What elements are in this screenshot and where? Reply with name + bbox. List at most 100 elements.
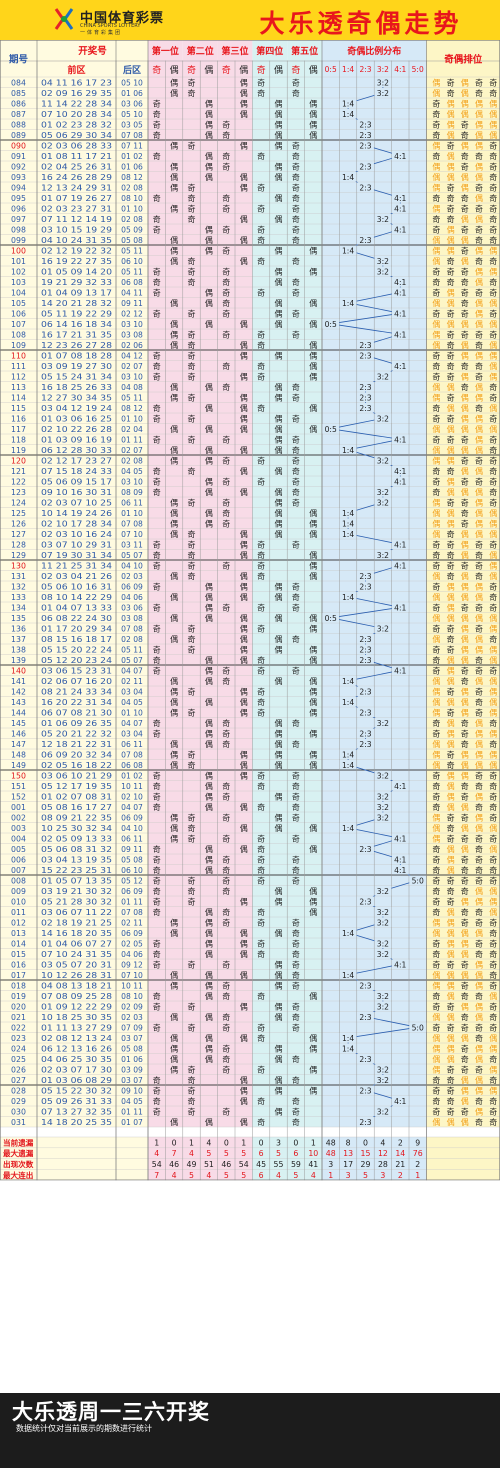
front-numbers-cell: 03 06 10 21 29 bbox=[41, 771, 112, 780]
left-band-bg bbox=[0, 40, 148, 1181]
parity-cell: 偶 bbox=[240, 938, 248, 948]
issue-cell: 006 bbox=[11, 855, 26, 864]
sequence-cell: 偶 bbox=[475, 497, 483, 507]
sequence-cell: 偶 bbox=[447, 791, 455, 801]
parity-cell: 奇 bbox=[153, 896, 161, 906]
sequence-cell: 奇 bbox=[432, 991, 440, 1001]
ratio-label-bg bbox=[357, 707, 374, 718]
sequence-cell: 偶 bbox=[447, 424, 455, 434]
sequence-cell: 偶 bbox=[475, 319, 483, 329]
front-numbers-cell: 16 18 25 26 33 bbox=[41, 383, 112, 392]
sequence-cell: 奇 bbox=[432, 371, 440, 381]
parity-cell: 偶 bbox=[205, 791, 213, 801]
ratio-label-bg bbox=[357, 1085, 374, 1096]
ratio-cell: 2:3 bbox=[359, 1013, 371, 1022]
stat-label: 出现次数 bbox=[3, 1159, 34, 1169]
ratio-label-bg bbox=[357, 654, 374, 665]
ratio-cell: 2:3 bbox=[359, 162, 371, 171]
ratio-cell: 1:4 bbox=[342, 173, 354, 182]
front-numbers-cell: 06 08 22 24 30 bbox=[41, 614, 112, 623]
ratio-cell: 3:2 bbox=[377, 267, 389, 276]
sequence-cell: 偶 bbox=[447, 476, 455, 486]
parity-cell: 奇 bbox=[292, 88, 300, 98]
sequence-cell: 偶 bbox=[461, 844, 469, 854]
parity-cell: 奇 bbox=[153, 938, 161, 948]
sequence-cell: 偶 bbox=[432, 88, 440, 98]
front-numbers-cell: 05 11 19 22 29 bbox=[41, 309, 112, 318]
parity-cell: 奇 bbox=[292, 980, 300, 990]
header-position: 第五位 bbox=[291, 45, 318, 57]
header-position: 第一位 bbox=[152, 45, 179, 57]
sequence-cell: 偶 bbox=[461, 823, 469, 833]
issue-cell: 152 bbox=[11, 792, 26, 801]
parity-cell: 奇 bbox=[257, 539, 265, 549]
parity-cell: 奇 bbox=[188, 760, 196, 770]
front-numbers-cell: 01 11 13 27 29 bbox=[41, 1023, 112, 1032]
ratio-cell: 5:0 bbox=[412, 876, 424, 885]
sequence-cell: 奇 bbox=[432, 875, 440, 885]
parity-cell: 偶 bbox=[170, 508, 178, 518]
sequence-cell: 奇 bbox=[432, 130, 440, 140]
parity-cell: 偶 bbox=[275, 466, 283, 476]
parity-cell: 偶 bbox=[240, 655, 248, 665]
issue-cell: 115 bbox=[11, 404, 26, 413]
stat-value: 6 bbox=[259, 1149, 264, 1158]
stat-value: 21 bbox=[395, 1160, 405, 1169]
stat-value: 5 bbox=[224, 1171, 229, 1180]
parity-cell: 偶 bbox=[205, 1012, 213, 1022]
sequence-cell: 偶 bbox=[475, 487, 483, 497]
parity-cell: 奇 bbox=[292, 602, 300, 612]
parity-cell: 奇 bbox=[222, 329, 230, 339]
sequence-cell: 奇 bbox=[447, 1001, 455, 1011]
sequence-cell: 奇 bbox=[447, 88, 455, 98]
parity-cell: 奇 bbox=[292, 203, 300, 213]
sequence-cell: 奇 bbox=[475, 455, 483, 465]
sequence-cell: 奇 bbox=[447, 707, 455, 717]
sequence-cell: 偶 bbox=[432, 1043, 440, 1053]
sequence-cell: 偶 bbox=[475, 613, 483, 623]
ratio-cell: 3:2 bbox=[377, 414, 389, 423]
parity-cell: 偶 bbox=[240, 214, 248, 224]
stat-value: 59 bbox=[291, 1160, 301, 1169]
parity-cell: 偶 bbox=[170, 161, 178, 171]
sequence-cell: 奇 bbox=[475, 623, 483, 633]
parity-cell: 奇 bbox=[153, 98, 161, 108]
sequence-cell: 偶 bbox=[432, 823, 440, 833]
parity-cell: 奇 bbox=[292, 445, 300, 455]
sequence-cell: 偶 bbox=[447, 487, 455, 497]
parity-cell: 奇 bbox=[153, 1085, 161, 1095]
parity-cell: 奇 bbox=[257, 88, 265, 98]
back-numbers-cell: 04 07 bbox=[121, 666, 143, 675]
parity-cell: 奇 bbox=[188, 959, 196, 969]
sequence-cell: 偶 bbox=[447, 676, 455, 686]
front-numbers-cell: 05 12 17 19 35 bbox=[41, 782, 112, 791]
sequence-cell: 偶 bbox=[475, 1075, 483, 1085]
issue-cell: 144 bbox=[11, 708, 26, 717]
front-numbers-cell: 02 08 12 13 24 bbox=[41, 1034, 112, 1043]
sequence-cell: 偶 bbox=[461, 623, 469, 633]
parity-cell: 奇 bbox=[222, 833, 230, 843]
ratio-label-bg bbox=[339, 696, 357, 707]
back-numbers-cell: 06 09 bbox=[121, 929, 143, 938]
front-numbers-cell: 16 24 26 28 29 bbox=[41, 173, 112, 182]
parity-cell: 偶 bbox=[170, 256, 178, 266]
sequence-cell: 奇 bbox=[475, 329, 483, 339]
parity-cell: 奇 bbox=[153, 844, 161, 854]
stat-value: 28 bbox=[378, 1160, 388, 1169]
sequence-cell: 奇 bbox=[461, 833, 469, 843]
parity-cell: 奇 bbox=[257, 623, 265, 633]
ratio-cell: 3:2 bbox=[377, 939, 389, 948]
parity-cell: 偶 bbox=[275, 193, 283, 203]
issue-cell: 087 bbox=[11, 110, 26, 119]
sequence-cell: 奇 bbox=[475, 665, 483, 675]
sequence-cell: 偶 bbox=[461, 550, 469, 560]
parity-cell: 偶 bbox=[240, 697, 248, 707]
front-numbers-cell: 04 10 24 31 35 bbox=[41, 236, 112, 245]
parity-cell: 奇 bbox=[222, 193, 230, 203]
front-numbers-cell: 02 10 22 26 28 bbox=[41, 425, 112, 434]
ratio-label-bg bbox=[391, 602, 409, 613]
front-numbers-cell: 07 10 24 31 35 bbox=[41, 950, 112, 959]
parity-cell: 奇 bbox=[292, 214, 300, 224]
sequence-cell: 奇 bbox=[475, 1033, 483, 1043]
sequence-cell: 奇 bbox=[432, 98, 440, 108]
